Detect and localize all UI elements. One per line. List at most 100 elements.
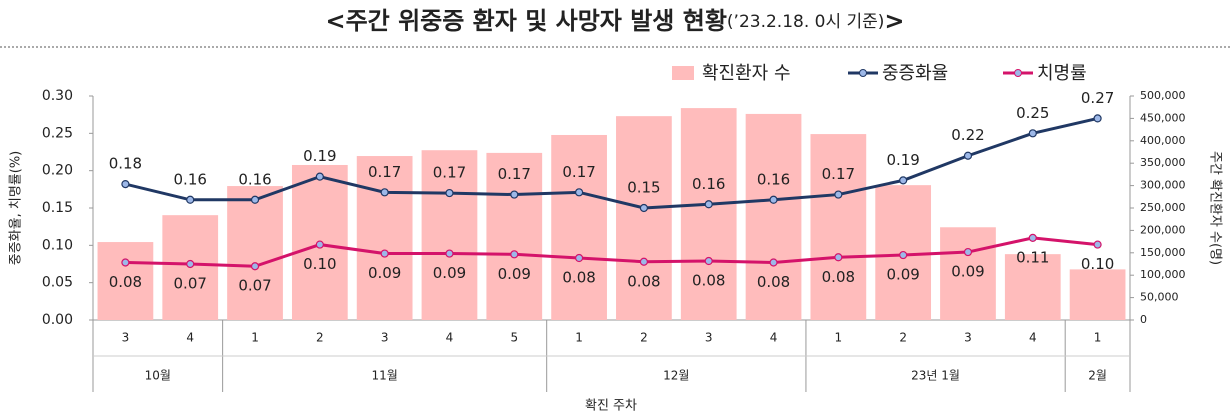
group-label: 10월 — [145, 369, 171, 383]
bar — [616, 116, 672, 320]
y2-tick-label: 350,000 — [1140, 156, 1186, 169]
data-label: 0.17 — [562, 163, 595, 181]
data-label: 0.09 — [886, 266, 919, 284]
data-label: 0.07 — [174, 275, 207, 293]
x-tick-label: 4 — [446, 331, 454, 345]
marker — [121, 258, 130, 267]
data-label: 0.17 — [822, 165, 855, 183]
data-label: 0.08 — [627, 272, 660, 290]
marker — [121, 180, 130, 189]
marker — [704, 200, 713, 209]
bar — [486, 152, 543, 320]
legend-swatch — [1014, 69, 1022, 77]
bar — [1004, 254, 1061, 320]
data-label: 0.18 — [109, 155, 142, 173]
y2-tick-label: 300,000 — [1140, 179, 1186, 192]
data-label: 0.08 — [757, 273, 790, 291]
x-axis-title: 확진 주차 — [585, 399, 637, 414]
marker — [1093, 114, 1102, 123]
y-tick-label: 0.00 — [42, 312, 73, 328]
marker — [963, 247, 973, 257]
y2-tick-label: 50,000 — [1140, 291, 1179, 304]
data-label: 0.19 — [303, 147, 336, 165]
x-tick-label: 2 — [899, 331, 907, 345]
x-tick-label: 3 — [705, 331, 713, 345]
title-note: (’23.2.18. 0시 기준) — [727, 12, 885, 32]
y-tick-label: 0.25 — [42, 125, 73, 141]
group-label: 2월 — [1088, 369, 1107, 383]
data-label: 0.08 — [562, 269, 595, 287]
marker — [380, 249, 389, 258]
marker — [315, 240, 324, 249]
bar — [227, 186, 283, 320]
y-tick-label: 0.15 — [42, 200, 73, 216]
data-label: 0.09 — [368, 264, 401, 282]
x-tick-label: 1 — [835, 331, 843, 345]
line — [125, 116, 1098, 210]
y2-tick-label: 0 — [1140, 313, 1147, 326]
marker — [445, 188, 454, 198]
group-label: 12월 — [663, 369, 689, 383]
y2-axis-title: 주간 확진환자 수(명) — [1208, 151, 1223, 265]
x-tick-label: 2 — [640, 331, 648, 345]
data-label: 0.09 — [951, 263, 984, 281]
marker — [250, 195, 260, 204]
y2-tick-label: 250,000 — [1140, 201, 1186, 214]
data-label: 0.08 — [822, 268, 855, 286]
y-tick-label: 0.10 — [42, 237, 73, 253]
marker — [639, 257, 649, 266]
bar — [356, 156, 413, 320]
data-label: 0.16 — [238, 170, 271, 188]
x-tick-label: 3 — [122, 331, 130, 345]
x-tick-label: 1 — [575, 331, 583, 345]
bar — [680, 108, 737, 320]
data-label: 0.10 — [303, 255, 336, 273]
legend-swatch — [859, 69, 867, 77]
y-tick-label: 0.20 — [42, 163, 73, 179]
marker — [574, 253, 584, 263]
data-label: 0.17 — [498, 165, 531, 183]
title-main: <주간 위중증 환자 및 사망자 발생 현황 — [325, 7, 726, 35]
group-label: 11월 — [372, 369, 398, 383]
marker — [1028, 233, 1037, 242]
x-tick-label: 4 — [1029, 331, 1037, 345]
y2-tick-label: 100,000 — [1140, 268, 1186, 281]
marker — [510, 190, 519, 199]
marker — [769, 195, 778, 204]
marker — [186, 195, 195, 204]
marker — [704, 256, 713, 266]
data-label: 0.17 — [368, 163, 401, 181]
data-label: 0.07 — [238, 277, 271, 295]
data-label: 0.08 — [692, 272, 725, 290]
legend-label: 중증화율 — [882, 63, 948, 84]
data-label: 0.09 — [433, 264, 466, 282]
marker — [380, 188, 389, 197]
marker — [315, 172, 324, 181]
title-end: > — [884, 7, 904, 35]
x-tick-label: 3 — [964, 331, 972, 345]
data-label: 0.11 — [1016, 248, 1049, 266]
data-label: 0.09 — [498, 265, 531, 283]
marker — [899, 176, 908, 185]
y2-tick-label: 500,000 — [1140, 89, 1186, 102]
marker — [834, 190, 843, 199]
bar — [745, 113, 802, 320]
group-label: 23년 1월 — [911, 369, 960, 383]
data-label: 0.16 — [692, 175, 725, 193]
y-tick-label: 0.30 — [42, 88, 73, 104]
data-label: 0.17 — [433, 164, 466, 182]
data-label: 0.27 — [1081, 89, 1114, 107]
x-tick-label: 3 — [381, 331, 389, 345]
marker — [186, 259, 195, 269]
line — [125, 236, 1098, 268]
marker — [639, 203, 649, 213]
y-tick-label: 0.05 — [42, 275, 73, 291]
data-label: 0.19 — [886, 151, 919, 169]
data-label: 0.22 — [951, 126, 984, 144]
marker — [445, 249, 454, 258]
bar — [421, 150, 478, 320]
data-label: 0.16 — [174, 170, 207, 188]
x-tick-label: 4 — [770, 331, 778, 345]
y2-tick-label: 450,000 — [1140, 111, 1186, 124]
